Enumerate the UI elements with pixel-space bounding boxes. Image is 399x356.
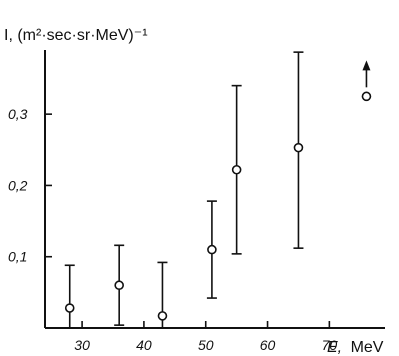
x-tick-label: 60 <box>260 337 276 353</box>
data-point <box>64 303 75 313</box>
y-tick-label: 0,3 <box>8 106 28 122</box>
data-point <box>293 142 304 153</box>
y-tick-label: 0,1 <box>8 249 27 265</box>
x-tick-label: 30 <box>74 337 90 353</box>
axes <box>44 50 385 329</box>
x-ticks: 30 40 50 60 70 <box>74 321 337 353</box>
lower-limit-arrow-head <box>362 60 371 71</box>
x-tick-label: 40 <box>136 337 152 353</box>
data-point <box>157 311 168 321</box>
x-tick-label: 50 <box>198 337 214 353</box>
data-points <box>64 51 372 329</box>
x-tick-label: 70 <box>322 337 338 353</box>
x-axis-variable: E, <box>327 339 342 356</box>
data-point <box>231 164 242 175</box>
y-ticks: 0,1 0,2 0,3 <box>8 106 52 265</box>
y-tick-label: 0,2 <box>8 177 28 193</box>
data-point <box>114 280 124 291</box>
data-point <box>207 244 217 255</box>
data-point-lower-limit <box>361 91 372 102</box>
x-axis-unit: MeV <box>351 339 384 356</box>
y-axis-title: I, (m²·sec·sr·MeV)⁻¹ <box>4 27 148 44</box>
x-axis-title: E, MeV <box>327 339 384 356</box>
